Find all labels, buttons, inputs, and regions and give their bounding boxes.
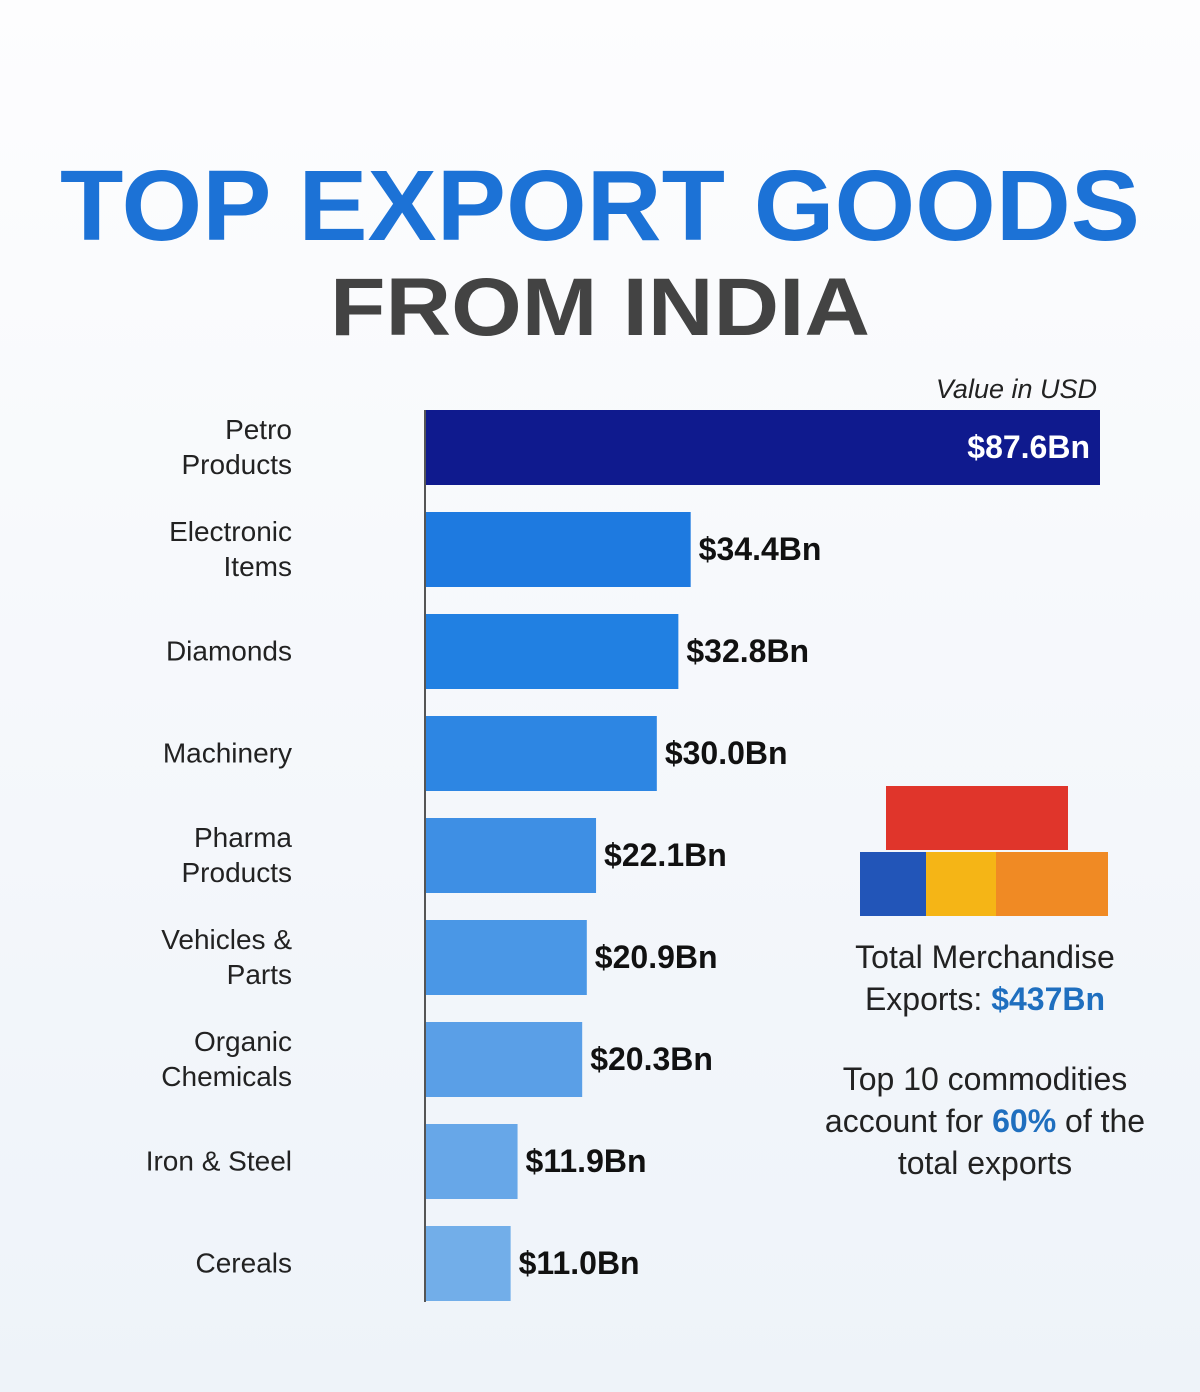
bar [426, 920, 587, 995]
bar [426, 1226, 511, 1301]
category-label: Pharma Products [181, 822, 293, 888]
category-label: Cereals [195, 1247, 292, 1279]
chart-title: TOP EXPORT GOODS [60, 150, 1140, 262]
value-label: $30.0Bn [665, 735, 788, 771]
category-label: Diamonds [165, 635, 292, 667]
containers-icon [860, 786, 1108, 916]
note-text: Total Merchandise Exports: [855, 939, 1115, 1017]
total-note: Total Merchandise Exports: $437Bn [800, 936, 1170, 1020]
value-label: $87.6Bn [967, 429, 1090, 465]
bar [426, 410, 1100, 485]
value-label: $11.0Bn [519, 1245, 640, 1281]
note-value: 60% [992, 1103, 1057, 1139]
value-label: $34.4Bn [699, 531, 822, 567]
note-text: of the total exports [897, 1103, 1146, 1181]
bar [426, 512, 691, 587]
category-label: Machinery [162, 737, 292, 769]
category-label: Petro Products [181, 414, 293, 480]
category-label: Electronic Items [169, 516, 292, 582]
value-label: $11.9Bn [526, 1143, 647, 1179]
category-label: Iron & Steel [145, 1145, 292, 1177]
value-label: $20.3Bn [590, 1041, 713, 1077]
value-label: $20.9Bn [595, 939, 718, 975]
bar [426, 716, 657, 791]
value-label: $32.8Bn [686, 633, 809, 669]
bar [426, 818, 597, 893]
chart-subtitle: FROM INDIA [330, 262, 870, 353]
bar [426, 1022, 583, 1097]
share-note: Top 10 commodities account for 60% of th… [800, 1058, 1170, 1184]
axis-label: Value in USD [936, 374, 1097, 404]
bar [426, 1124, 518, 1199]
category-label: Vehicles & Parts [161, 924, 292, 990]
note-text: Top 10 commodities account for [824, 1061, 1128, 1139]
value-label: $22.1Bn [604, 837, 727, 873]
bar [426, 614, 679, 689]
note-value: $437Bn [991, 981, 1106, 1017]
category-label: Organic Chemicals [161, 1026, 292, 1092]
